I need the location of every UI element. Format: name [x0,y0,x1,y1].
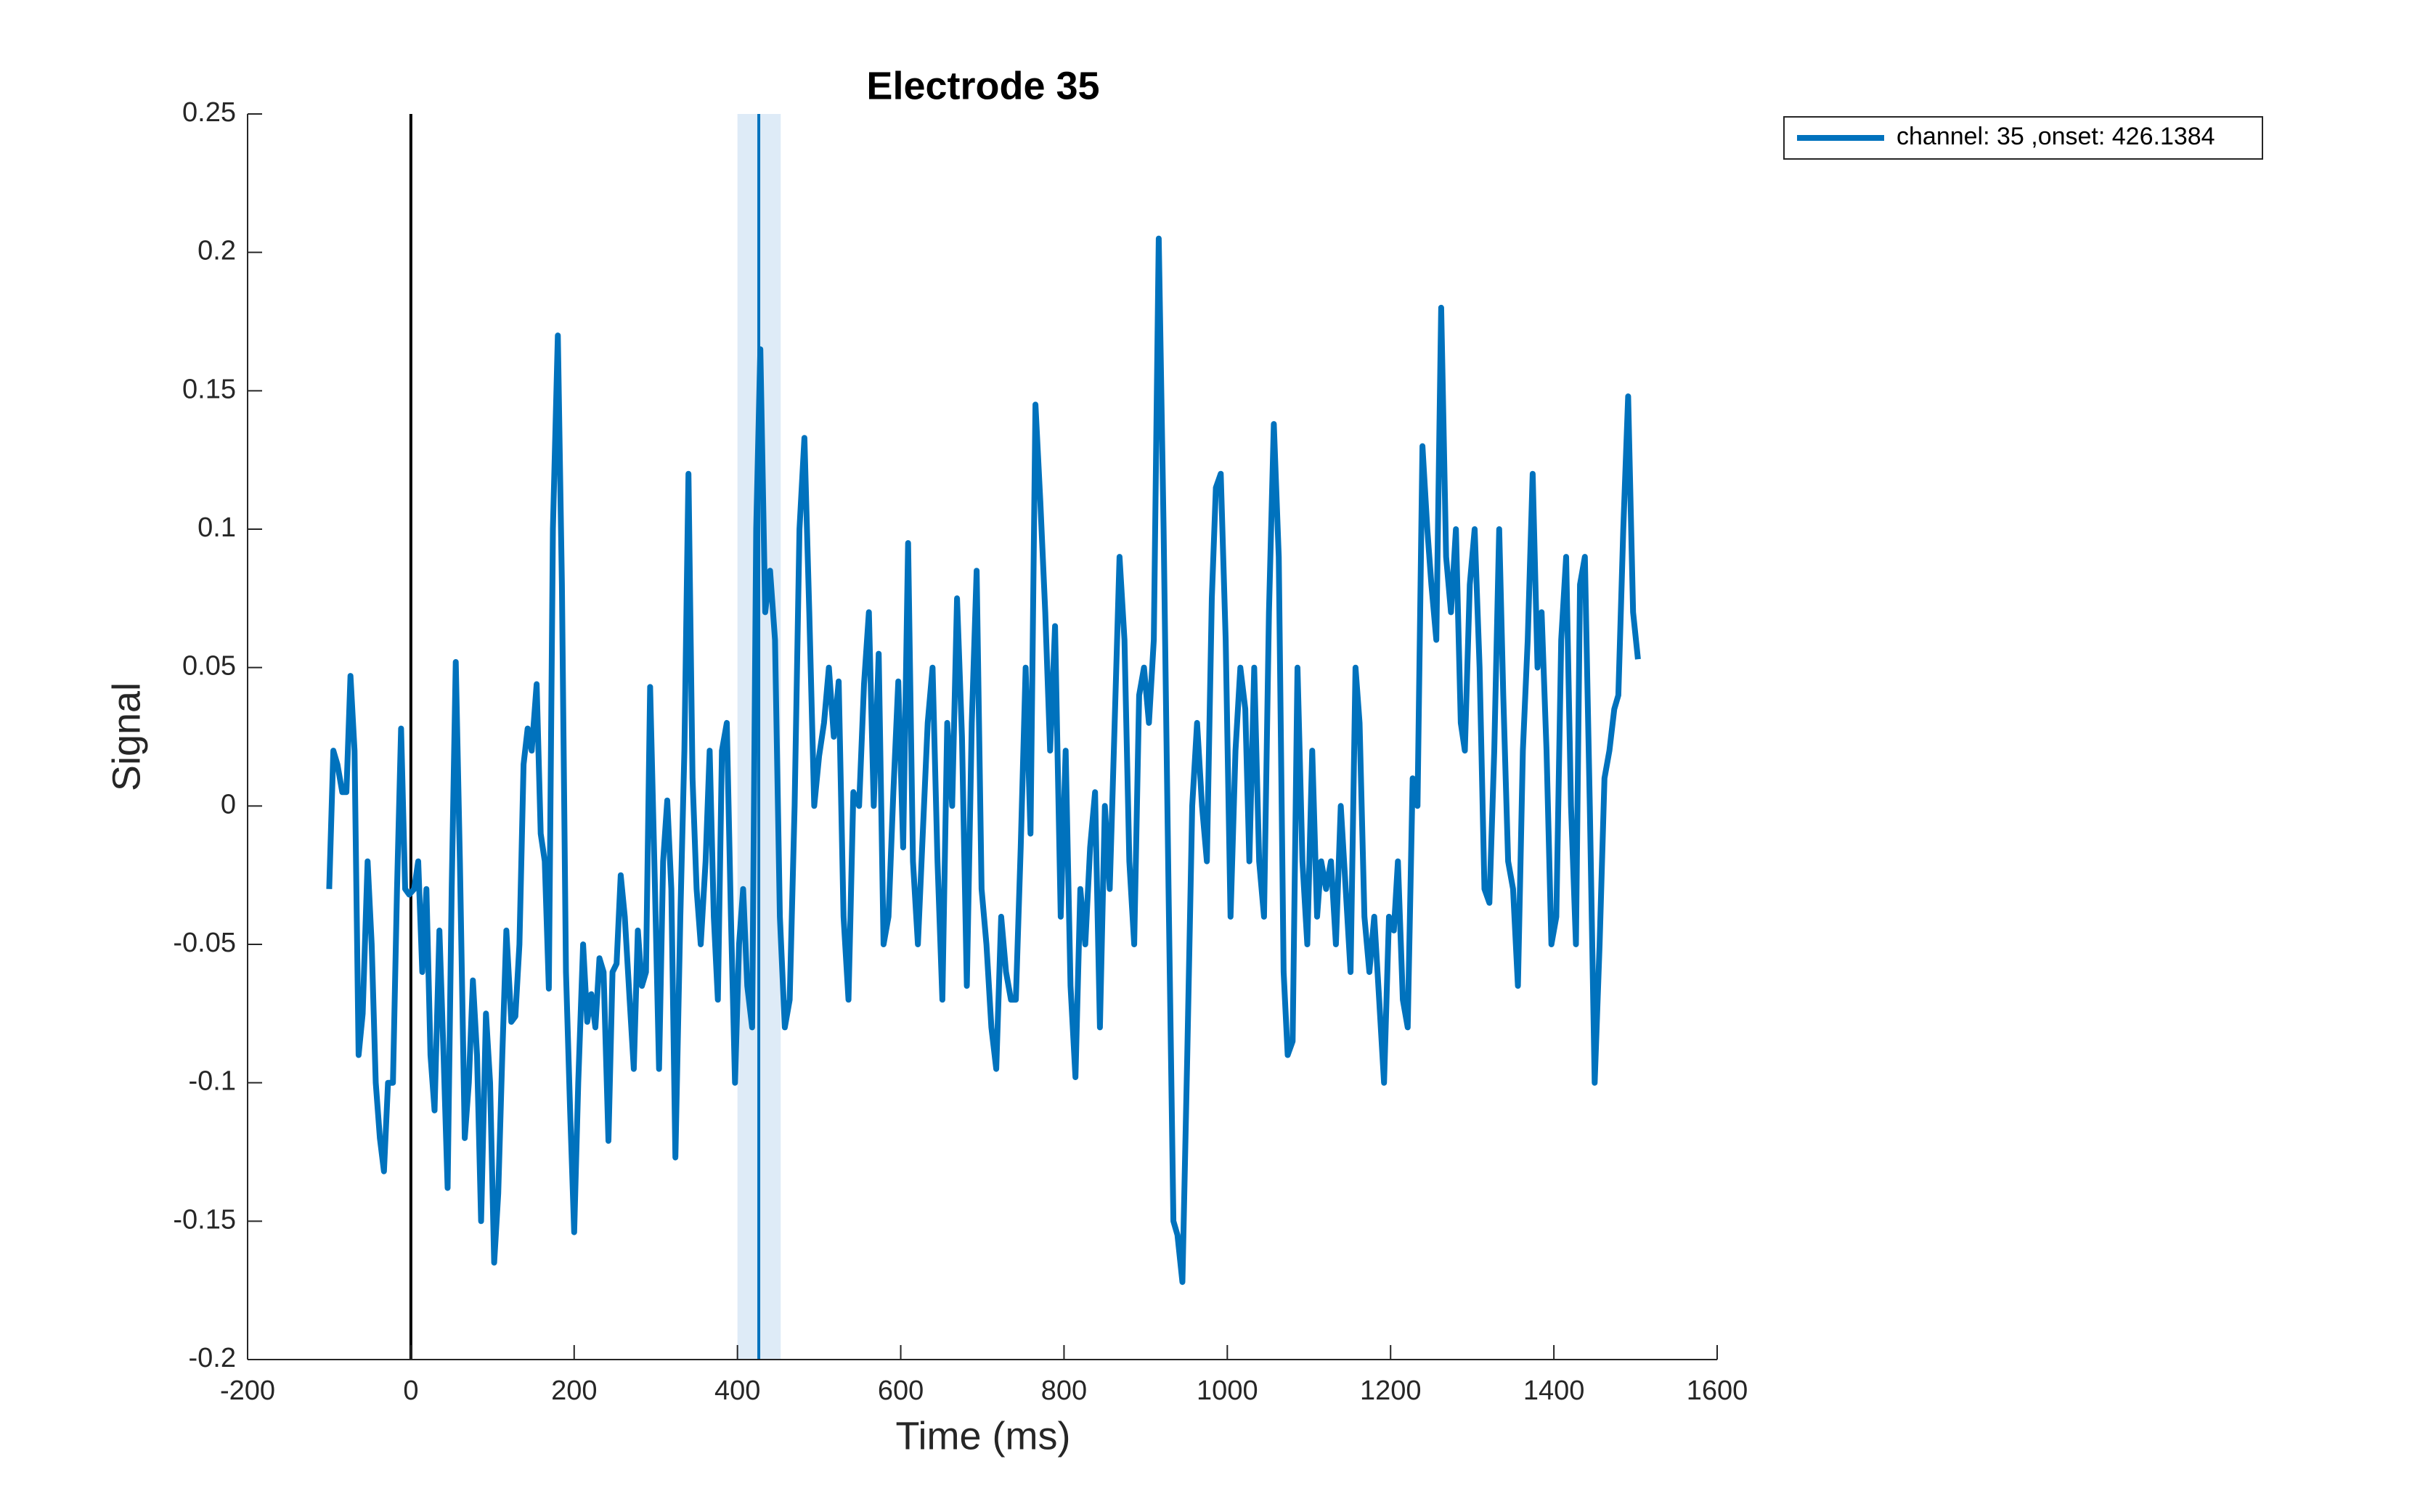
y-axis-label: Signal [105,682,148,791]
x-tick-label: 1000 [1197,1376,1258,1406]
x-tick-label: 0 [403,1376,418,1406]
y-tick-label: -0.1 [189,1066,236,1097]
y-tick-label: 0.25 [182,97,236,128]
x-axis-label: Time (ms) [896,1414,1071,1458]
chart-title: Electrode 35 [866,64,1099,107]
x-tick-label: 800 [1041,1376,1087,1406]
y-tick-label: 0.1 [197,512,236,543]
y-tick-label: -0.15 [173,1204,236,1235]
y-tick-label: 0 [221,789,236,820]
y-tick-label: 0.05 [182,651,236,682]
signal-line [326,235,1641,1286]
x-tick-label: 1600 [1687,1376,1748,1406]
y-tick-label: -0.05 [173,928,236,958]
x-tick-label: 400 [714,1376,760,1406]
x-tick-label: 1400 [1523,1376,1585,1406]
legend-label: channel: 35 ,onset: 426.1384 [1897,123,2215,150]
x-tick-label: 600 [878,1376,924,1406]
y-tick-label: 0.15 [182,374,236,404]
x-tick-label: -200 [220,1376,275,1406]
legend: channel: 35 ,onset: 426.1384 [1783,116,2263,160]
y-tick-label: 0.2 [197,236,236,266]
y-tick-label: -0.2 [189,1343,236,1373]
x-tick-label: 200 [551,1376,597,1406]
x-tick-label: 1200 [1360,1376,1422,1406]
